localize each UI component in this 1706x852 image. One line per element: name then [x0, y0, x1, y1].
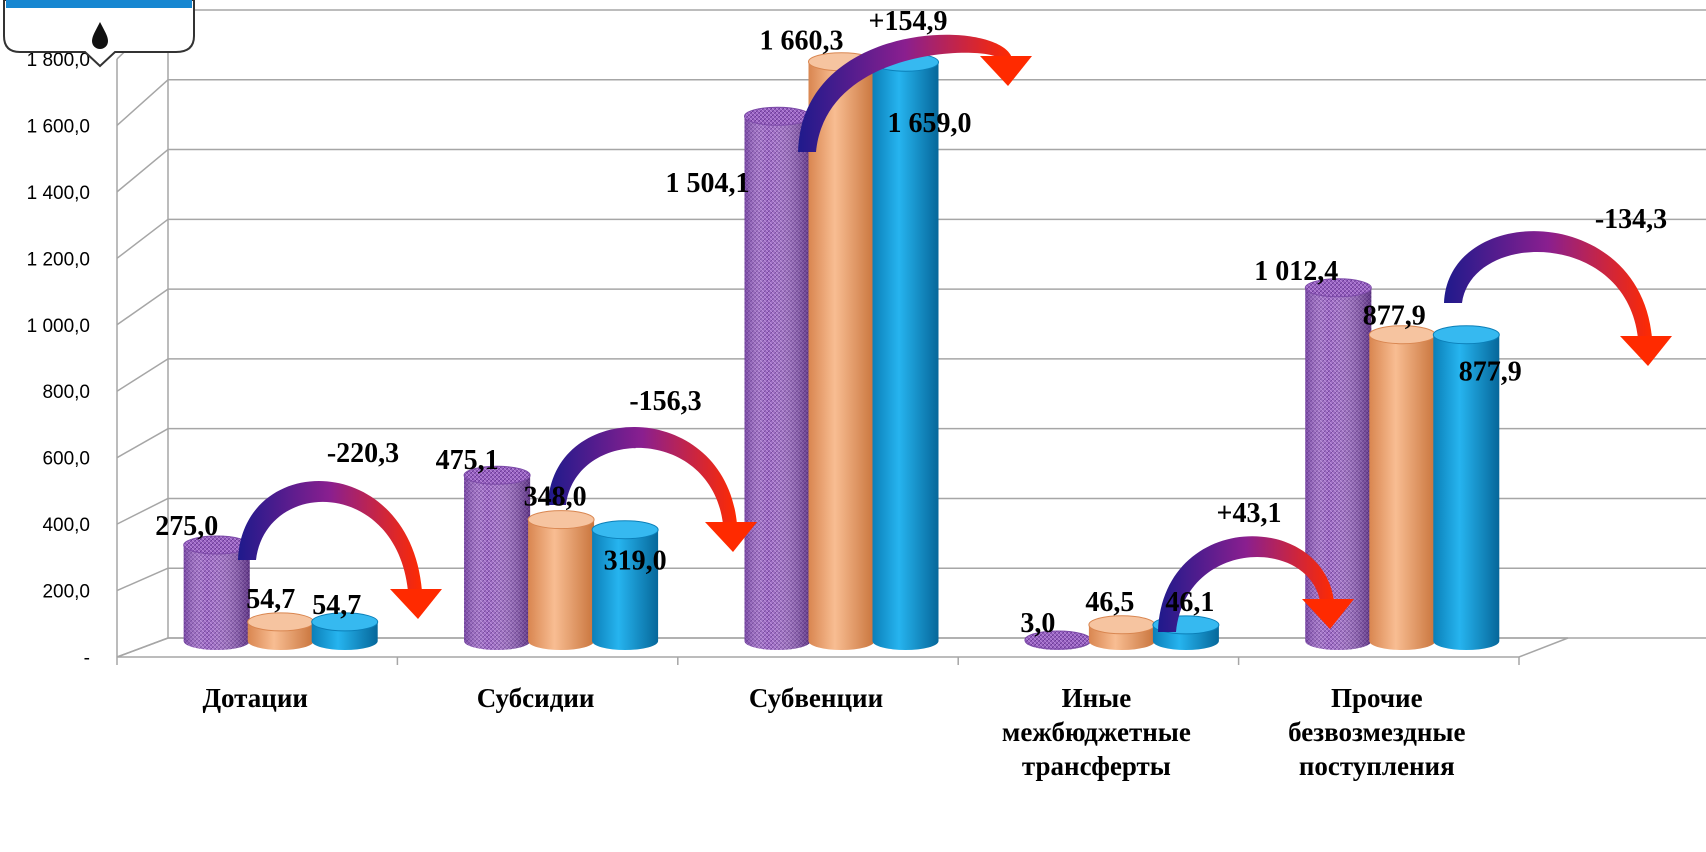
bar [1368, 325, 1436, 650]
bar [808, 52, 875, 651]
data-label: 54,7 [312, 590, 361, 621]
gridline-side [116, 428, 169, 459]
change-label: +154,9 [869, 6, 948, 37]
category-label: безвозмездные [1288, 717, 1465, 747]
y-tick-label: 1 600,0 [27, 116, 90, 137]
data-label: 877,9 [1363, 301, 1426, 332]
gridline-side [116, 148, 169, 193]
y-tick-label: 600,0 [42, 449, 90, 470]
change-label: +43,1 [1217, 498, 1282, 529]
change-label: -134,3 [1595, 204, 1667, 235]
category-label: трансферты [1022, 751, 1171, 781]
change-arrow [548, 426, 757, 552]
change-arrow [238, 481, 442, 619]
y-tick-label: 800,0 [42, 382, 90, 403]
bar [1432, 325, 1500, 650]
y-tick-label: 1 200,0 [27, 249, 90, 270]
y-tick-label: 400,0 [42, 515, 90, 536]
y-tick-label: 1 400,0 [27, 183, 90, 204]
bar [591, 520, 659, 650]
data-label: 3,0 [1020, 608, 1055, 639]
category-label: межбюджетные [1002, 717, 1191, 747]
bar [311, 612, 379, 650]
floor [116, 637, 1569, 658]
gridline-side [116, 497, 169, 525]
y-tick-label: - [84, 648, 90, 669]
change-label: -220,3 [327, 438, 399, 469]
category-label: Субсидии [477, 683, 595, 713]
change-arrow [1158, 536, 1354, 632]
bar [183, 535, 251, 650]
data-label: 319,0 [604, 546, 667, 577]
category-label: Субвенции [749, 683, 883, 713]
gridline-side [116, 567, 169, 592]
y-tick-label: 1 000,0 [27, 316, 90, 337]
data-label: 1 012,4 [1254, 256, 1338, 287]
bar [463, 465, 531, 650]
bar [1304, 278, 1372, 650]
category-label: Прочие [1331, 683, 1423, 713]
data-label: 46,5 [1085, 587, 1134, 618]
data-label: 877,9 [1459, 357, 1522, 388]
bar [872, 52, 939, 650]
y-tick-label: 1 800,0 [27, 50, 90, 71]
category-label: Дотации [202, 683, 307, 713]
data-label: 1 659,0 [888, 108, 972, 139]
data-label: 1 660,3 [760, 26, 844, 57]
gridline-side [116, 358, 169, 392]
data-label: 54,7 [246, 584, 295, 615]
change-label: -156,3 [629, 386, 701, 417]
coat-of-arms-icon [3, 0, 195, 68]
y-tick-label: 200,0 [42, 582, 90, 603]
category-label: Иные [1062, 683, 1132, 713]
data-label: 46,1 [1165, 587, 1214, 618]
data-label: 1 504,1 [666, 168, 750, 199]
category-label: поступления [1299, 751, 1455, 781]
data-label: 348,0 [524, 482, 587, 513]
data-label: 475,1 [436, 445, 499, 476]
gridline-side [116, 79, 169, 127]
bar [744, 106, 811, 651]
gridline-side [116, 288, 169, 326]
change-arrow [798, 34, 1032, 152]
bar [1024, 630, 1092, 650]
bar [527, 510, 595, 650]
change-arrows [238, 34, 1672, 632]
labels: - 200,0 400,0 600,0 800,0 1 000,0 1 200,0 1 400… [27, 6, 1668, 781]
gridline-side [116, 218, 169, 259]
bars [183, 52, 1500, 651]
bar [1088, 615, 1156, 650]
change-arrow [1444, 231, 1672, 366]
bar [247, 612, 315, 650]
data-label: 275,0 [155, 511, 218, 542]
